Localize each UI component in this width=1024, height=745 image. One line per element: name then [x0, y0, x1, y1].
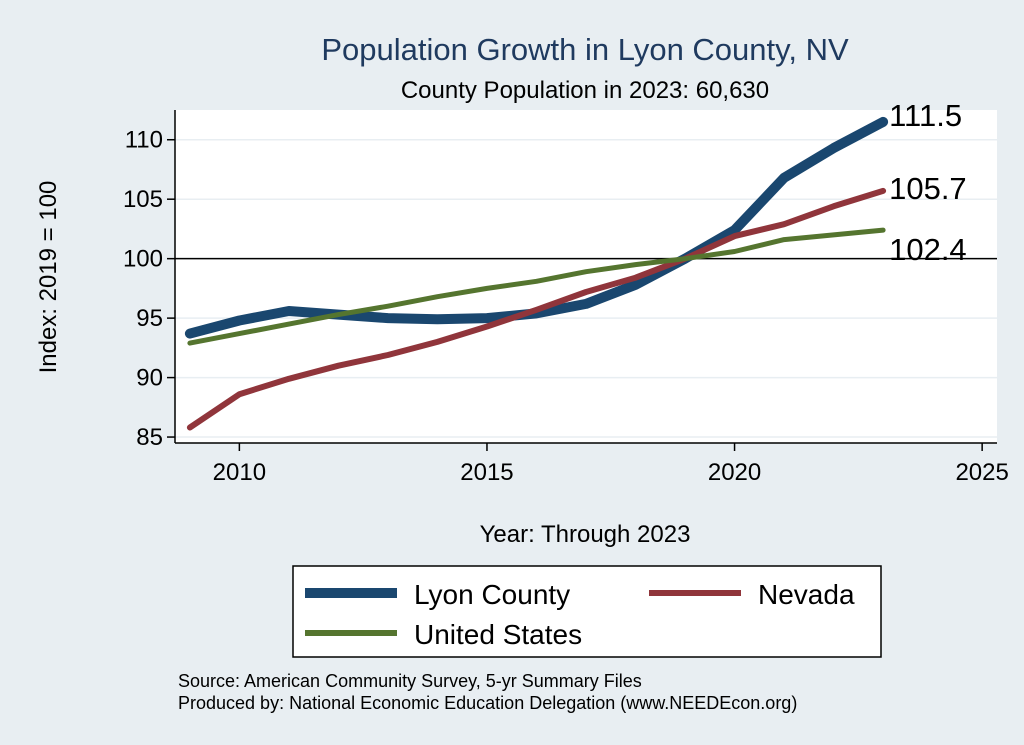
legend-box	[292, 565, 882, 658]
chart-subtitle: County Population in 2023: 60,630	[401, 77, 769, 104]
chart-title: Population Growth in Lyon County, NV	[321, 32, 849, 67]
series-lines	[175, 116, 997, 431]
series-line-nevada	[186, 187, 887, 431]
producer-note: Produced by: National Economic Education…	[178, 693, 797, 713]
y-tick-label: 85	[136, 424, 163, 451]
y-tick-label: 110	[125, 127, 163, 154]
legend-label-lyon: Lyon County	[414, 579, 570, 610]
axes: 85 90 95 100 105 110 2010 2015 2020 2025	[123, 110, 1009, 486]
legend-label-nevada: Nevada	[758, 579, 855, 610]
y-axis-title: Index: 2019 = 100	[35, 181, 62, 374]
x-tick-label: 2015	[460, 459, 513, 486]
end-labels: 111.5 105.7 102.4	[889, 98, 967, 267]
y-tick-label: 105	[123, 186, 163, 213]
plot-area	[175, 110, 997, 443]
x-tick-label: 2025	[955, 459, 1008, 486]
x-tick-label: 2020	[708, 459, 761, 486]
x-axis-title: Year: Through 2023	[480, 521, 691, 548]
y-tick-label: 100	[123, 246, 163, 273]
series-line-us	[187, 227, 886, 346]
end-label-lyon: 111.5	[889, 98, 962, 133]
series-line-lyon	[184, 116, 889, 339]
y-tick-label: 95	[136, 305, 163, 332]
source-note: Source: American Community Survey, 5-yr …	[178, 671, 642, 691]
legend-label-us: United States	[414, 619, 582, 650]
x-tick-label: 2010	[213, 459, 266, 486]
end-label-nevada: 105.7	[889, 171, 967, 206]
end-label-us: 102.4	[889, 232, 967, 267]
legend: Lyon County Nevada United States	[292, 565, 882, 658]
y-tick-label: 90	[136, 365, 163, 392]
